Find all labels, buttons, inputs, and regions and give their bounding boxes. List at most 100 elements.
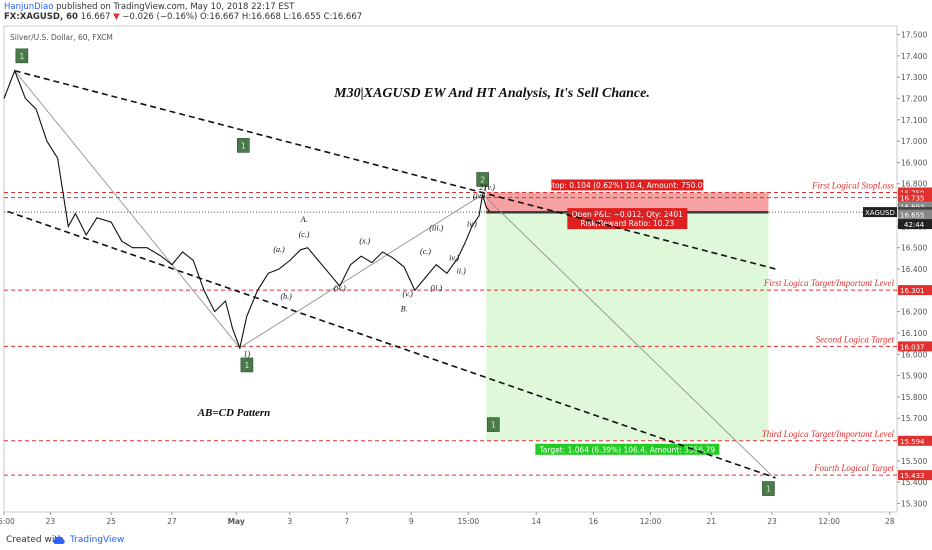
x-tick-label: 16	[589, 517, 599, 526]
wave-box-text: 1	[491, 421, 496, 430]
y-tick-label: 15.300	[901, 499, 927, 508]
y-tick-label: 15.700	[901, 414, 927, 423]
wave-box-marker	[237, 138, 250, 153]
x-tick-label: 15:00	[0, 517, 15, 526]
level-price-tag	[898, 341, 932, 352]
wave-box-marker	[240, 357, 254, 373]
symbol-tag	[863, 207, 897, 218]
price-tag	[898, 209, 932, 220]
ohlc-values: O:16.667 H:16.668 L:16.655 C:16.667	[200, 12, 363, 22]
level-price-text: 16.037	[900, 343, 925, 351]
level-price-tag	[898, 192, 932, 203]
price-tag-text: 16.655	[900, 212, 925, 220]
wave-box-text: 1	[244, 361, 249, 370]
x-tick-label: 9	[409, 517, 414, 526]
y-tick-label: 15.800	[901, 393, 927, 402]
level-price-text: 16.301	[900, 287, 925, 295]
wave-label: (c.)	[299, 230, 310, 239]
y-tick-label: 15.900	[901, 372, 927, 381]
wave-box-marker	[476, 172, 489, 187]
level-price-text: 16.735	[900, 195, 925, 203]
x-tick-label: 28	[885, 517, 895, 526]
symbol-tag-text: XAGUSD	[865, 209, 895, 217]
x-tick-label: 23	[767, 517, 777, 526]
level-label: First Logical StopLoss	[811, 180, 895, 190]
last-price: 16.667	[80, 12, 111, 22]
level-label: Third Logica Target/Important Level	[762, 429, 895, 439]
wave-label: 1)	[244, 349, 251, 358]
author-link[interactable]: HanjunDiao	[4, 2, 54, 12]
x-tick-label: 27	[167, 517, 177, 526]
tradingview-cloud-icon	[53, 536, 65, 544]
y-tick-label: 16.100	[901, 329, 927, 338]
countdown-text: 42:44	[904, 221, 925, 229]
x-tick-label: 14	[531, 517, 541, 526]
symbol-label: FX:XAGUSD, 60	[4, 12, 78, 22]
wave-label: (x.)	[359, 236, 370, 245]
y-tick-label: 15.400	[901, 478, 927, 487]
price-change: −0.026 (−0.16%)	[122, 12, 198, 22]
publish-info: published on TradingView.com, May 10, 20…	[53, 2, 295, 12]
y-tick-label: 16.900	[901, 158, 927, 167]
target-box	[535, 443, 720, 455]
x-tick-label: May	[228, 517, 245, 526]
level-label: Fourth Logical Target	[813, 463, 894, 473]
y-tick-label: 17.400	[901, 52, 927, 61]
price-chart[interactable]: Silver/U.S. Dollar, 60, FXCM 17.500 17.400…	[0, 0, 932, 532]
abcd-wave-line	[482, 194, 773, 477]
tradingview-brand[interactable]: TradingView	[70, 535, 125, 545]
level-price-tag	[898, 435, 932, 446]
x-tick-label: 21	[706, 517, 716, 526]
wave-label: A.	[300, 215, 308, 224]
y-tick-label: 15.500	[901, 457, 927, 466]
price-tag	[898, 201, 932, 212]
wave-label: 2)	[479, 183, 486, 192]
wave-label: (iii.)	[429, 224, 443, 233]
wave-box-text: 1	[19, 52, 24, 61]
wave-box-marker	[762, 481, 775, 496]
y-tick-label: 17.200	[901, 94, 927, 103]
x-tick-label: 15:00	[458, 517, 480, 526]
y-tick-label: 16.800	[901, 180, 927, 189]
wave-box-marker	[15, 48, 29, 64]
publish-line: HanjunDiao published on TradingView.com,…	[4, 2, 294, 12]
quote-line: FX:XAGUSD, 60 16.667 ▼ −0.026 (−0.16%) O…	[4, 12, 362, 22]
risk-reward-text: Risk/Reward Ratio: 10.23	[580, 219, 674, 228]
level-price-text: 15.433	[900, 472, 925, 480]
y-tick-label: 16.400	[901, 265, 927, 274]
wave-label: B.	[401, 305, 408, 314]
wave-box-text: 1	[766, 485, 771, 494]
target-zone	[486, 212, 769, 441]
wave-label: (ii.)	[430, 283, 442, 292]
level-label: First Logica Target/Important Level	[763, 278, 895, 288]
x-tick-label: 12:00	[640, 517, 662, 526]
y-tick-label: 17.500	[901, 31, 927, 40]
wave-label: (c.)	[420, 247, 431, 256]
wave-label: iv.)	[449, 253, 459, 262]
y-tick-label: 16.200	[901, 308, 927, 317]
instrument-label: Silver/U.S. Dollar, 60, FXCM	[10, 33, 113, 42]
x-tick-label: 23	[46, 517, 56, 526]
x-tick-label: 7	[345, 517, 350, 526]
trend-channel-line	[7, 210, 776, 479]
change-arrow-icon: ▼	[113, 12, 120, 22]
x-tick-label: 12:00	[818, 517, 840, 526]
chart-header: HanjunDiao published on TradingView.com,…	[0, 0, 932, 24]
level-price-text: 15.594	[900, 438, 925, 446]
trend-channel-line	[14, 69, 776, 270]
abcd-wave-line	[239, 194, 483, 349]
price-line	[3, 69, 491, 350]
footer: Created with TradingView	[0, 532, 932, 550]
level-price-tag	[898, 187, 932, 198]
countdown-tag	[898, 219, 932, 230]
wave-label: (iv.)	[473, 192, 486, 201]
pattern-label: AB=CD Pattern	[197, 407, 271, 419]
wave-box-text: 1	[241, 141, 246, 150]
pnl-text: Open P&L: −0.012, Qty: 2401	[572, 210, 683, 219]
stop-box	[551, 179, 704, 191]
level-label: Second Logica Target	[816, 334, 895, 344]
wave-label: (v.)	[485, 183, 496, 192]
wave-label: (b.)	[281, 292, 293, 301]
x-tick-label: 3	[287, 517, 292, 526]
y-tick-label: 16.500	[901, 244, 927, 253]
